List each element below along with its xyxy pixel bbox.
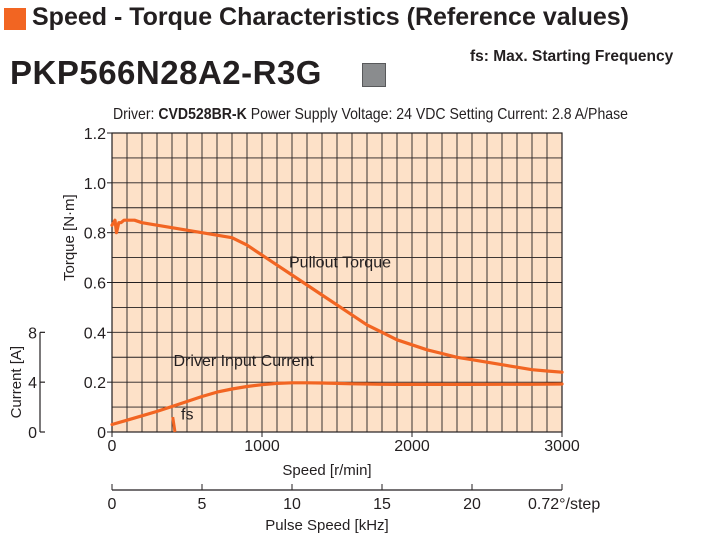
model-marker-square xyxy=(362,63,386,87)
pulse-step-label: 0.72°/step xyxy=(528,496,600,513)
driver-info: Driver: CVD528BR-K Power Supply Voltage:… xyxy=(113,106,628,124)
pulse-tick-label: 0 xyxy=(108,496,117,513)
torque-tick-label: 1.2 xyxy=(84,126,106,143)
axis-labels: Pullout Torque Driver Input Current fs Torq… xyxy=(8,194,391,534)
torque-tick-label: 0.2 xyxy=(84,375,106,392)
torque-axis-label: Torque [N·m] xyxy=(61,194,78,281)
supply-voltage: Power Supply Voltage: 24 VDC xyxy=(250,106,446,123)
speed-tick-label: 0 xyxy=(108,438,117,455)
speed-tick-label: 1000 xyxy=(244,438,280,455)
speed-tick-label: 3000 xyxy=(544,438,580,455)
pulse-axis-label: Pulse Speed [kHz] xyxy=(265,517,388,534)
chart-title: Speed - Torque Characteristics (Referenc… xyxy=(32,3,629,31)
current-tick-label: 8 xyxy=(28,325,37,342)
current-curve-label: Driver Input Current xyxy=(174,353,315,370)
fs-note: fs: Max. Starting Frequency xyxy=(470,48,674,65)
setting-current: Setting Current: 2.8 A/Phase xyxy=(449,106,628,123)
driver-name: CVD528BR-K xyxy=(158,106,247,123)
pulse-tick-label: 5 xyxy=(198,496,207,513)
fs-label: fs xyxy=(181,407,193,424)
fs-marker-line xyxy=(171,416,177,433)
curves xyxy=(110,218,564,433)
torque-curve-label: Pullout Torque xyxy=(289,255,391,272)
driver-input-current-line xyxy=(110,381,564,427)
speed-tick-label: 2000 xyxy=(394,438,430,455)
pulse-tick-label: 15 xyxy=(373,496,391,513)
model-number: PKP566N28A2-R3G xyxy=(10,54,322,91)
current-axis-label: Current [A] xyxy=(8,346,25,419)
torque-tick-label: 0.4 xyxy=(84,325,106,342)
torque-tick-label: 1.0 xyxy=(84,176,106,193)
torque-tick-label: 0 xyxy=(97,425,106,442)
pullout-torque-line xyxy=(110,218,564,374)
axes: 0 0.2 0.4 0.6 0.8 1.0 1.2 0 4 8 0 1000 2000 3000 0 5 10 1… xyxy=(28,126,600,513)
title-marker-square xyxy=(4,8,26,30)
torque-tick-label: 0.8 xyxy=(84,226,106,243)
pulse-tick-label: 20 xyxy=(463,496,481,513)
speed-axis-label: Speed [r/min] xyxy=(282,462,371,479)
grid-lines xyxy=(111,132,563,433)
pulse-tick-label: 10 xyxy=(283,496,301,513)
torque-tick-label: 0.6 xyxy=(84,276,106,293)
current-tick-label: 0 xyxy=(28,425,37,442)
current-tick-label: 4 xyxy=(28,375,37,392)
driver-prefix: Driver: xyxy=(113,106,155,123)
